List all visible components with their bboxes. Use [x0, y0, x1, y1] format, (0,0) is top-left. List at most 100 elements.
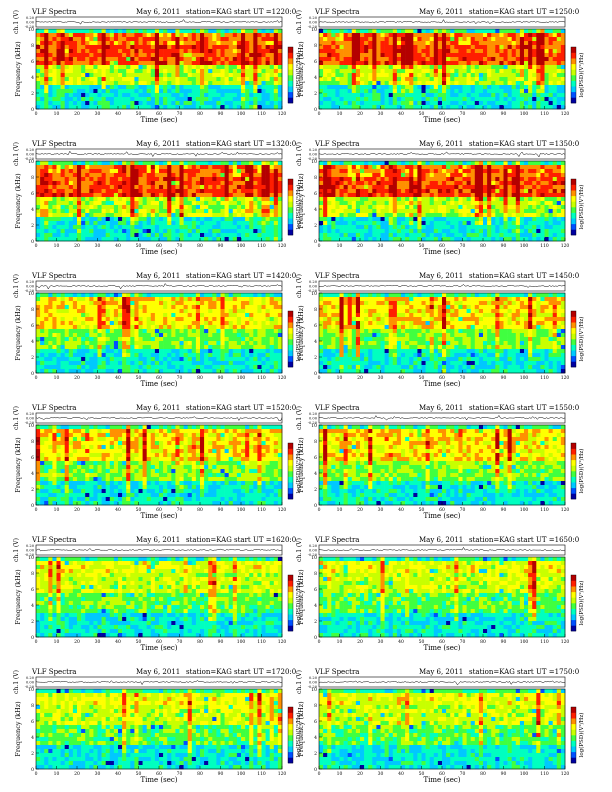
- spectrogram-cell: [437, 185, 443, 190]
- spectrogram-cell: [511, 69, 517, 74]
- spectrogram-cell: [146, 197, 152, 202]
- spectrogram-cell: [540, 45, 545, 50]
- spectrogram-cell: [360, 229, 365, 234]
- spectrogram-cell: [327, 185, 332, 190]
- spectrogram-cell: [335, 229, 340, 234]
- spectrogram-cell: [122, 173, 127, 178]
- spectrogram-cell: [183, 93, 188, 98]
- spectrogram-cell: [44, 209, 49, 214]
- spectrogram-cell: [413, 77, 418, 82]
- spectrogram-cell: [372, 101, 377, 106]
- spectrogram-cell: [130, 209, 135, 214]
- spectrogram-cell: [183, 189, 188, 194]
- spectrogram-cell: [515, 77, 521, 82]
- spectrogram-cell: [536, 189, 541, 194]
- spectrogram-cell: [462, 53, 467, 58]
- spectrogram-cell: [491, 105, 496, 110]
- spectrogram-cell: [511, 77, 517, 82]
- spectrogram-cell: [150, 181, 156, 186]
- spectrogram-cell: [335, 93, 340, 98]
- spectrogram-cell: [462, 205, 467, 210]
- spectrogram-cell: [556, 81, 562, 86]
- spectrogram-cell: [483, 93, 488, 98]
- spectrogram-cell: [163, 41, 168, 46]
- spectrogram-cell: [195, 169, 201, 174]
- spectrogram-cell: [450, 41, 455, 46]
- spectrogram-cell: [253, 193, 258, 198]
- spectrogram-cell: [343, 173, 348, 178]
- spectrogram-cell: [335, 101, 340, 106]
- spectrogram-cell: [364, 73, 369, 78]
- spectrogram-panel: VLF Spectra May 6, 2011 station=KAG start U…: [13, 8, 302, 124]
- spectrogram-cell: [376, 213, 381, 218]
- spectrogram-cell: [204, 181, 209, 186]
- spectrogram-cell: [277, 197, 283, 202]
- spectrogram-cell: [261, 205, 266, 210]
- spectrogram-cell: [536, 181, 541, 186]
- spectrogram-cell: [454, 37, 459, 42]
- spectrogram-cell: [273, 53, 279, 58]
- spectrogram-cell: [175, 221, 180, 226]
- spectrogram-cell: [81, 89, 86, 94]
- spectrogram-cell: [72, 89, 78, 94]
- spectrogram-cell: [122, 205, 127, 210]
- spectrogram-cell: [36, 81, 41, 86]
- spectrogram-cell: [499, 105, 504, 110]
- spectrogram-cell: [442, 53, 447, 58]
- spectrogram-cell: [142, 77, 147, 82]
- spectrogram-cell: [273, 173, 279, 178]
- spectrogram-cell: [491, 189, 496, 194]
- spectrogram-cell: [126, 61, 131, 66]
- spectrogram-cell: [150, 49, 156, 54]
- spectrogram-cell: [319, 89, 324, 94]
- spectrogram-cell: [507, 209, 512, 214]
- spectrogram-cell: [368, 69, 373, 74]
- spectrogram-cell: [388, 217, 394, 222]
- spectrogram-cell: [134, 173, 139, 178]
- spectrogram-cell: [380, 209, 385, 214]
- spectrogram-cell: [474, 37, 480, 42]
- spectrogram-cell: [335, 213, 340, 218]
- spectrogram-cell: [515, 169, 521, 174]
- spectrogram-cell: [339, 221, 344, 226]
- spectrogram-cell: [183, 225, 188, 230]
- spectrogram-cell: [507, 97, 512, 102]
- spectrogram-cell: [458, 29, 463, 34]
- spectrogram-cell: [126, 189, 131, 194]
- spectrogram-cell: [130, 233, 135, 238]
- spectrogram-cell: [351, 41, 357, 46]
- spectrogram-cell: [40, 81, 45, 86]
- spectrogram-cell: [277, 61, 283, 66]
- spectrogram-cell: [146, 29, 152, 34]
- spectrogram-cell: [200, 65, 205, 70]
- spectrogram-cell: [524, 161, 529, 166]
- spectrogram-cell: [478, 73, 484, 78]
- spectrogram-cell: [450, 213, 455, 218]
- spectrogram-cell: [36, 49, 41, 54]
- spectrogram-cell: [417, 77, 422, 82]
- spectrogram-cell: [273, 37, 279, 42]
- spectrogram-cell: [122, 185, 127, 190]
- spectrogram-cell: [495, 105, 500, 110]
- spectrogram-cell: [228, 217, 234, 222]
- spectrogram-cell: [44, 33, 49, 38]
- spectrogram-cell: [200, 57, 205, 62]
- spectrogram-cell: [171, 65, 176, 70]
- spectrogram-cell: [85, 37, 90, 42]
- spectrogram-cell: [195, 209, 201, 214]
- spectrogram-cell: [474, 61, 480, 66]
- spectrogram-cell: [528, 53, 533, 58]
- spectrogram-cell: [134, 33, 139, 38]
- spectrogram-cell: [343, 197, 348, 202]
- spectrogram-cell: [388, 73, 394, 78]
- spectrogram-cell: [470, 185, 476, 190]
- spectrogram-cell: [204, 221, 209, 226]
- colorbar-segment: [571, 80, 576, 87]
- spectrogram-cell: [64, 229, 70, 234]
- spectrogram-cell: [380, 169, 385, 174]
- spectrogram-cell: [109, 85, 115, 90]
- spectrogram-cell: [245, 77, 250, 82]
- spectrogram-cell: [331, 61, 336, 66]
- spectrogram-cell: [154, 65, 160, 70]
- spectrogram-cell: [171, 185, 176, 190]
